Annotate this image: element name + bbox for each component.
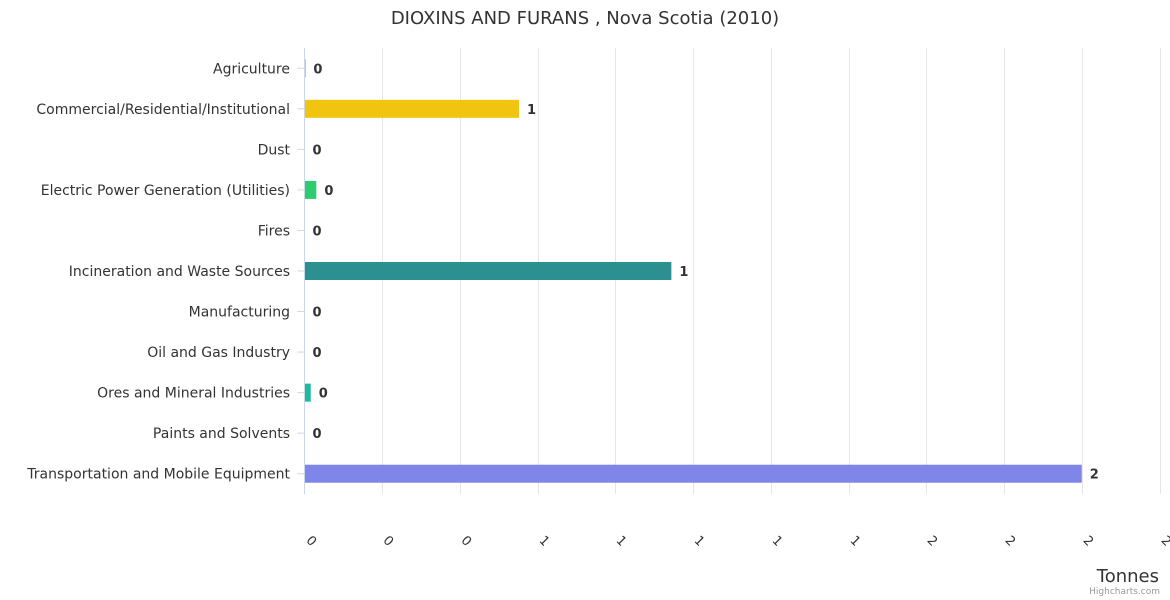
chart-title: DIOXINS AND FURANS , Nova Scotia (2010)	[391, 8, 779, 29]
category-label: Incineration and Waste Sources	[69, 264, 290, 280]
category-label: Transportation and Mobile Equipment	[26, 467, 290, 483]
bar	[304, 99, 520, 118]
data-label: 0	[313, 346, 322, 361]
data-label: 2	[1090, 468, 1099, 483]
bar	[304, 180, 317, 199]
gridlines	[382, 48, 1161, 494]
category-labels: Agriculture Commercial/Residential/Instit…	[26, 61, 305, 483]
x-axis-title: Tonnes	[1096, 566, 1159, 587]
category-label: Dust	[258, 142, 291, 158]
category-label: Ores and Mineral Industries	[97, 386, 290, 402]
bar	[304, 262, 672, 280]
category-label: Paints and Solvents	[153, 426, 290, 442]
category-label: Commercial/Residential/Institutional	[36, 102, 290, 118]
data-label: 0	[313, 306, 322, 321]
data-label: 1	[679, 265, 688, 280]
category-label: Electric Power Generation (Utilities)	[41, 183, 290, 199]
data-label: 0	[313, 62, 322, 77]
data-label: 0	[313, 427, 322, 442]
bar	[304, 383, 311, 402]
data-label: 0	[324, 184, 333, 199]
data-label: 0	[313, 143, 322, 158]
data-label: 0	[313, 224, 322, 239]
credits[interactable]: Highcharts.com	[1089, 587, 1160, 597]
bar	[304, 464, 1082, 483]
category-label: Fires	[258, 223, 290, 239]
category-label: Oil and Gas Industry	[147, 345, 290, 361]
data-label: 1	[527, 103, 536, 118]
category-label: Agriculture	[213, 61, 290, 77]
data-labels: 0 1 0 0 0 1 0 0 0 0 2	[313, 62, 1099, 482]
category-label: Manufacturing	[189, 305, 290, 321]
bars	[304, 59, 1082, 483]
data-label: 0	[319, 387, 328, 402]
